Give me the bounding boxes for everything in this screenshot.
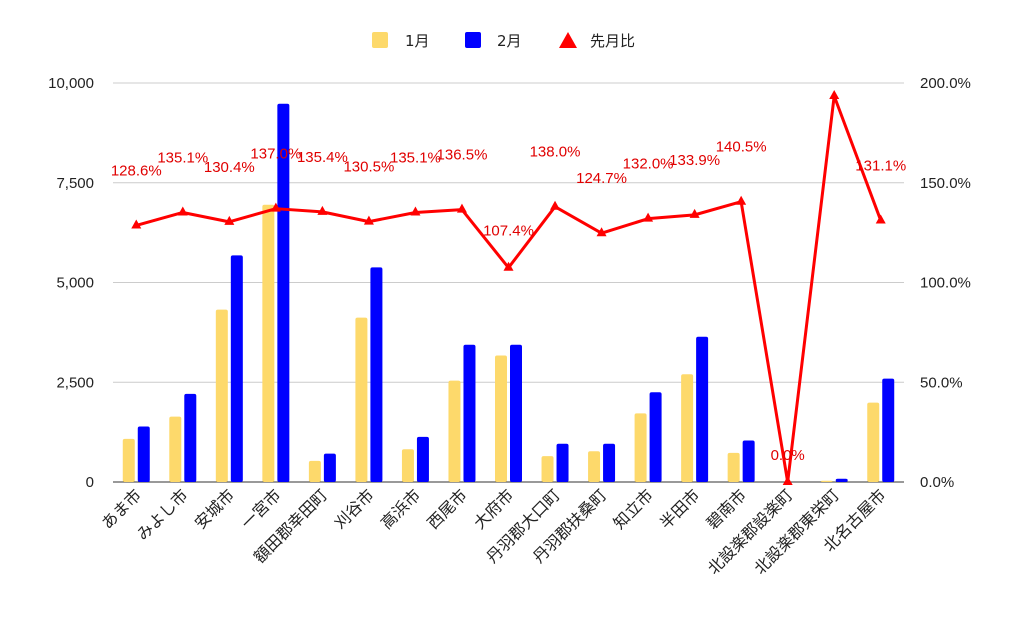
bar-jan: [681, 374, 694, 482]
category-label: 半田市: [656, 485, 703, 532]
category-label: 高浜市: [377, 485, 424, 532]
bar-jan: [820, 480, 833, 482]
ratio-point: [550, 200, 561, 210]
ratio-data-label: 0.0%: [771, 447, 805, 464]
ratio-point: [456, 203, 467, 213]
y-right-tick-label: 50.0%: [920, 374, 963, 391]
ratio-data-label: 136.5%: [437, 147, 488, 164]
bar-jan: [262, 204, 275, 482]
category-label: みよし市: [133, 485, 192, 544]
y-right-tick-label: 150.0%: [920, 175, 971, 192]
ratio-point: [224, 215, 235, 225]
bar-feb: [556, 443, 569, 482]
ratio-point: [131, 219, 142, 229]
bar-jan: [867, 402, 880, 482]
legend: 1月 2月 先月比: [372, 32, 635, 50]
ratio-data-label: 140.5%: [716, 139, 767, 156]
category-label: 知立市: [610, 485, 657, 532]
bar-feb: [463, 344, 476, 482]
legend-swatch-feb: [465, 32, 481, 48]
bar-jan: [401, 449, 414, 482]
ratio-point: [829, 89, 840, 99]
bar-jan: [308, 460, 321, 482]
legend-swatch-jan: [372, 32, 388, 48]
y-left-tick-label: 2,500: [56, 374, 94, 391]
ratio-data-label: 137.0%: [250, 146, 301, 163]
bar-feb: [230, 255, 243, 482]
ratio-point: [736, 195, 747, 205]
ratio-data-label: 135.1%: [157, 149, 208, 166]
bar-jan: [355, 317, 368, 482]
bar-jan: [541, 456, 554, 482]
ratio-data-label: 132.0%: [623, 156, 674, 173]
legend-triangle-icon: [559, 32, 577, 48]
ratio-point: [689, 208, 700, 218]
y-right-tick-label: 100.0%: [920, 275, 971, 292]
ratio-data-label: 107.4%: [483, 223, 534, 240]
category-label: 安城市: [191, 485, 238, 532]
ratio-line: [135, 94, 883, 484]
bar-feb: [603, 443, 616, 482]
bar-feb: [835, 478, 848, 482]
ratio-data-label: 128.6%: [111, 162, 162, 179]
y-left-tick-label: 10,000: [48, 75, 94, 92]
y-left-tick-label: 7,500: [56, 175, 94, 192]
ratio-data-label: 135.4%: [297, 149, 348, 166]
bar-jan: [122, 438, 135, 482]
ratio-point: [317, 205, 328, 215]
ratio-point: [503, 261, 514, 271]
y-left-tick-label: 0: [86, 474, 94, 491]
legend-label-jan: 1月: [405, 32, 430, 50]
category-label: 西尾市: [423, 485, 470, 532]
bar-feb: [137, 426, 150, 482]
category-label: 刈谷市: [330, 485, 377, 532]
bar-feb: [742, 440, 755, 482]
y-right-tick-label: 200.0%: [920, 75, 971, 92]
bar-jan: [215, 309, 228, 482]
y-left-tick-label: 5,000: [56, 275, 94, 292]
bar-feb: [510, 344, 522, 482]
bar-jan: [495, 355, 507, 482]
ratio-point: [410, 206, 421, 216]
ratio-data-label: 130.5%: [343, 159, 394, 176]
bar-feb: [416, 436, 429, 482]
ratio-point: [363, 215, 374, 225]
ratio-data-label: 131.1%: [855, 157, 906, 174]
bar-jan: [448, 380, 461, 482]
bar-jan: [727, 452, 740, 482]
ratio-point: [782, 476, 793, 485]
ratio-point: [596, 227, 607, 237]
ratio-point: [643, 212, 654, 222]
bars-layer: [122, 103, 895, 483]
line-layer: 128.6%135.1%130.4%137.0%135.4%130.5%135.…: [111, 89, 906, 485]
bar-feb: [323, 453, 336, 482]
ratio-point: [875, 214, 886, 224]
bar-feb: [649, 392, 662, 482]
ratio-point: [270, 202, 281, 212]
bar-jan: [588, 451, 601, 482]
bar-feb: [882, 378, 895, 482]
ratio-point: [177, 206, 188, 216]
legend-label-ratio: 先月比: [590, 32, 635, 50]
ratio-data-label: 138.0%: [530, 144, 581, 161]
bar-feb: [696, 336, 709, 482]
bar-jan: [634, 413, 647, 482]
bar-jan: [169, 416, 182, 482]
ratio-data-label: 135.1%: [390, 149, 441, 166]
bar-feb: [370, 267, 383, 482]
legend-label-feb: 2月: [497, 32, 522, 50]
ratio-data-label: 130.4%: [204, 159, 255, 176]
bar-feb: [277, 103, 290, 483]
y-right-tick-label: 0.0%: [920, 474, 954, 491]
ratio-data-label: 133.9%: [669, 152, 720, 169]
bar-feb: [184, 393, 197, 482]
ratio-data-label: 124.7%: [576, 170, 627, 187]
